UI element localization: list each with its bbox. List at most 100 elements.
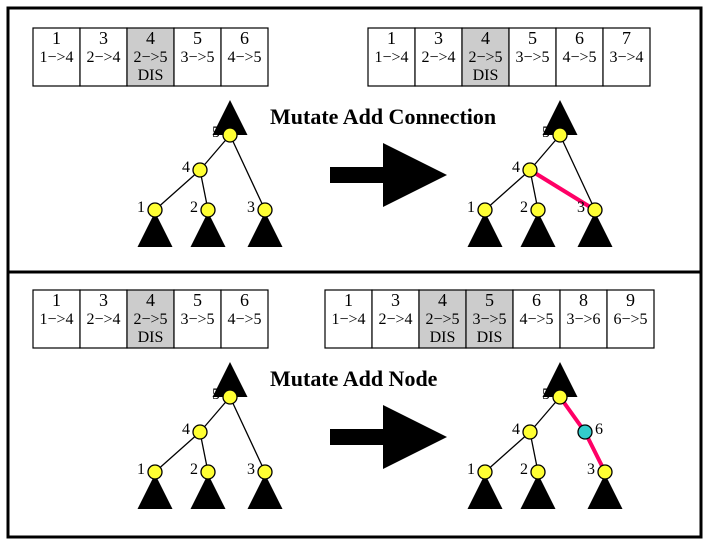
gene-id: 3 bbox=[99, 28, 108, 48]
tree-node-label: 6 bbox=[595, 421, 603, 438]
gene-connection: 1−>4 bbox=[39, 311, 73, 328]
gene-id: 4 bbox=[146, 290, 155, 310]
gene-id: 5 bbox=[193, 28, 202, 48]
gene-connection: 2−>5 bbox=[425, 311, 459, 328]
tree-node bbox=[478, 465, 492, 479]
gene-connection: 4−>5 bbox=[562, 49, 596, 66]
gene-id: 6 bbox=[240, 28, 249, 48]
gene-disabled-label: DIS bbox=[473, 67, 499, 84]
tree-node bbox=[523, 425, 537, 439]
gene-id: 3 bbox=[391, 290, 400, 310]
tree-node-label: 3 bbox=[577, 199, 585, 216]
panel-title-bottom: Mutate Add Node bbox=[270, 366, 438, 391]
tree-node bbox=[148, 465, 162, 479]
tree-node-label: 4 bbox=[512, 159, 520, 176]
tree-node bbox=[523, 163, 537, 177]
gene-table-top-right: 11−>4 32−>4 42−>5DIS 53−>5 64−>5 73−>4 bbox=[368, 28, 650, 86]
gene-connection: 2−>4 bbox=[86, 49, 120, 66]
gene-connection: 3−>5 bbox=[472, 311, 506, 328]
gene-connection: 2−>4 bbox=[421, 49, 455, 66]
tree-node-label: 3 bbox=[587, 461, 595, 478]
tree-node bbox=[531, 465, 545, 479]
gene-table-bottom-right: 11−>432−>442−>5DIS53−>5DIS64−>583−>696−>… bbox=[325, 290, 654, 348]
tree-node-label: 2 bbox=[520, 461, 528, 478]
gene-connection: 3−>6 bbox=[566, 311, 600, 328]
gene-connection: 3−>5 bbox=[515, 49, 549, 66]
gene-id: 1 bbox=[387, 28, 396, 48]
gene-connection: 3−>5 bbox=[180, 311, 214, 328]
gene-id: 1 bbox=[52, 28, 61, 48]
gene-id: 7 bbox=[622, 28, 631, 48]
tree-node-label: 4 bbox=[182, 159, 190, 176]
tree-node-label: 5 bbox=[212, 124, 220, 141]
tree-node bbox=[193, 163, 207, 177]
gene-id: 6 bbox=[240, 290, 249, 310]
tree-top-left: 5 4 1 2 3 bbox=[137, 107, 272, 242]
gene-connection: 2−>5 bbox=[468, 49, 502, 66]
tree-node bbox=[223, 128, 237, 142]
tree-node bbox=[223, 390, 237, 404]
tree-node bbox=[553, 390, 567, 404]
gene-connection: 4−>5 bbox=[519, 311, 553, 328]
tree-node bbox=[478, 203, 492, 217]
gene-connection: 2−>4 bbox=[378, 311, 412, 328]
tree-node bbox=[258, 203, 272, 217]
tree-node-label: 3 bbox=[247, 199, 255, 216]
tree-bottom-right: 546123 bbox=[467, 369, 612, 504]
gene-disabled-label: DIS bbox=[477, 329, 503, 346]
tree-node bbox=[193, 425, 207, 439]
tree-node bbox=[201, 465, 215, 479]
gene-connection: 3−>4 bbox=[609, 49, 643, 66]
gene-connection: 2−>4 bbox=[86, 311, 120, 328]
figure-canvas: 11−>432−>442−>5DIS53−>564−>511−>432−>442… bbox=[0, 0, 709, 545]
tree-node-label: 2 bbox=[190, 199, 198, 216]
gene-connection: 4−>5 bbox=[227, 49, 261, 66]
gene-id: 5 bbox=[485, 290, 494, 310]
tree-node bbox=[598, 465, 612, 479]
tree-node bbox=[553, 128, 567, 142]
tree-node-label: 1 bbox=[137, 199, 145, 216]
tree-node-label: 4 bbox=[182, 421, 190, 438]
tree-node-label: 1 bbox=[467, 199, 475, 216]
tree-node-label: 5 bbox=[212, 386, 220, 403]
tree-node bbox=[531, 203, 545, 217]
gene-connection: 3−>5 bbox=[180, 49, 214, 66]
gene-disabled-label: DIS bbox=[138, 329, 164, 346]
tree-node bbox=[578, 425, 592, 439]
tree-node-label: 3 bbox=[247, 461, 255, 478]
tree-node bbox=[258, 465, 272, 479]
gene-id: 1 bbox=[344, 290, 353, 310]
gene-connection: 4−>5 bbox=[227, 311, 261, 328]
gene-id: 4 bbox=[481, 28, 490, 48]
gene-connection: 2−>5 bbox=[133, 311, 167, 328]
tree-node-label: 1 bbox=[137, 461, 145, 478]
tree-node bbox=[201, 203, 215, 217]
gene-id: 5 bbox=[528, 28, 537, 48]
tree-node bbox=[148, 203, 162, 217]
gene-id: 4 bbox=[438, 290, 447, 310]
tree-node-label: 4 bbox=[512, 421, 520, 438]
tree-bottom-left: 5 4 1 2 3 bbox=[137, 369, 272, 504]
gene-disabled-label: DIS bbox=[430, 329, 456, 346]
gene-id: 5 bbox=[193, 290, 202, 310]
gene-connection: 2−>5 bbox=[133, 49, 167, 66]
gene-disabled-label: DIS bbox=[138, 67, 164, 84]
gene-id: 4 bbox=[146, 28, 155, 48]
gene-id: 6 bbox=[532, 290, 541, 310]
gene-id: 9 bbox=[626, 290, 635, 310]
tree-node-label: 2 bbox=[190, 461, 198, 478]
gene-table-top-left: 11−>4 32−>4 42−>5DIS 53−>5 64−>5 bbox=[33, 28, 268, 86]
tree-node-label: 2 bbox=[520, 199, 528, 216]
gene-connection: 1−>4 bbox=[39, 49, 73, 66]
gene-id: 1 bbox=[52, 290, 61, 310]
gene-id: 3 bbox=[434, 28, 443, 48]
gene-connection: 1−>4 bbox=[374, 49, 408, 66]
tree-node bbox=[588, 203, 602, 217]
gene-id: 6 bbox=[575, 28, 584, 48]
gene-connection: 6−>5 bbox=[613, 311, 647, 328]
gene-id: 3 bbox=[99, 290, 108, 310]
gene-connection: 1−>4 bbox=[331, 311, 365, 328]
tree-node-label: 5 bbox=[542, 386, 550, 403]
panel-title-top: Mutate Add Connection bbox=[270, 104, 496, 129]
tree-node-label: 5 bbox=[542, 124, 550, 141]
